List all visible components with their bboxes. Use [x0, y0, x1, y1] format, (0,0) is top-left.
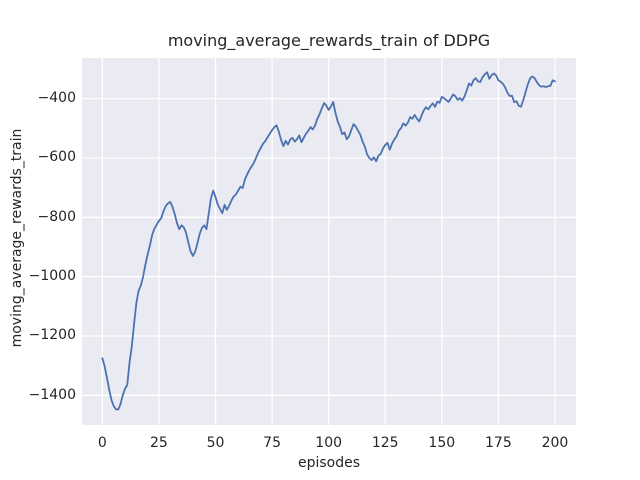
- y-tick-label: −1000: [28, 268, 76, 285]
- x-tick-label: 200: [541, 435, 569, 451]
- x-tick-label: 25: [150, 435, 168, 451]
- y-tick-label: −400: [37, 90, 76, 107]
- chart-title: moving_average_rewards_train of DDPG: [167, 31, 491, 50]
- x-tick-label: 150: [428, 435, 456, 451]
- x-tick-label: 0: [97, 435, 107, 451]
- x-tick-label: 125: [371, 435, 399, 451]
- y-tick-label: −1200: [28, 327, 76, 344]
- x-tick-label: 100: [315, 435, 343, 451]
- y-tick-label: −600: [37, 149, 76, 166]
- x-axis-label: episodes: [297, 455, 361, 471]
- series-line: [101, 71, 556, 411]
- x-tick-label: 175: [485, 435, 512, 451]
- x-tick-label: 50: [206, 435, 225, 451]
- y-tick-label: −800: [37, 208, 76, 225]
- x-tick-label: 75: [263, 435, 281, 451]
- y-tick-label: −1400: [28, 386, 76, 403]
